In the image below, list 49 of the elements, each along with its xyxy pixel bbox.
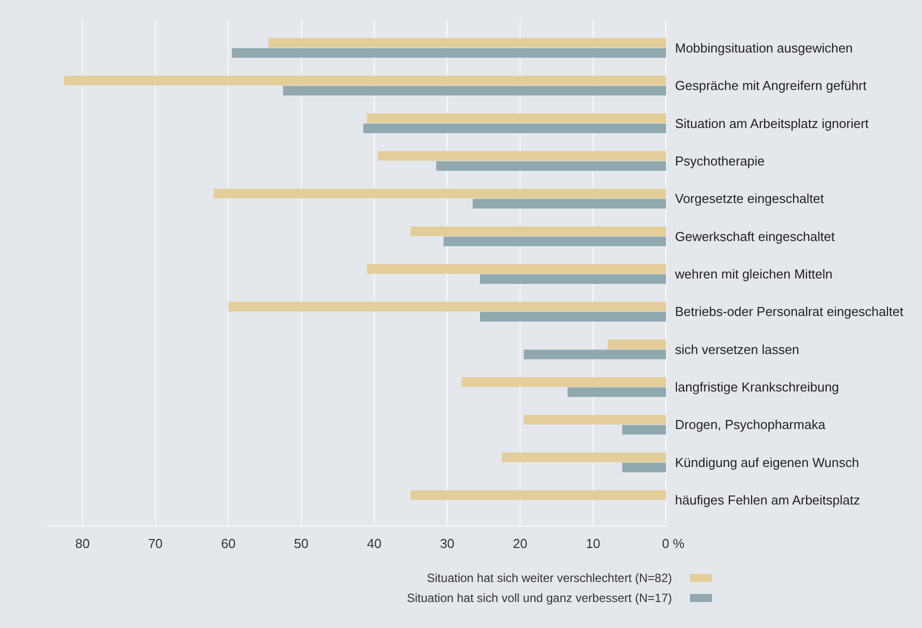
- x-tick-label: 10: [586, 536, 600, 551]
- bar: [524, 350, 666, 360]
- bar: [228, 302, 666, 312]
- bar: [232, 48, 666, 58]
- x-tick-label: 40: [367, 536, 382, 551]
- bar: [214, 188, 666, 198]
- y-tick-label: langfristige Krankschreibung: [675, 380, 840, 395]
- bar: [524, 414, 666, 424]
- legend-label: Situation hat sich voll und ganz verbessert (N=17): [406, 591, 672, 605]
- y-tick-label: sich versetzen lassen: [675, 342, 800, 357]
- bar: [268, 38, 666, 48]
- bar: [568, 387, 666, 397]
- y-tick-label: Drogen, Psychopharmaka: [675, 417, 826, 432]
- bar: [436, 161, 666, 171]
- bar: [283, 86, 666, 96]
- bar: [622, 462, 666, 472]
- bar: [444, 236, 666, 246]
- x-tick-label: 80: [75, 536, 90, 551]
- bar: [472, 198, 666, 208]
- y-tick-label: Psychotherapie: [675, 153, 765, 168]
- y-tick-label: Situation am Arbeitsplatz ignoriert: [675, 116, 870, 131]
- bar: [410, 226, 666, 236]
- bar: [502, 452, 666, 462]
- y-tick-label: wehren mit gleichen Mitteln: [674, 266, 833, 282]
- y-tick-label: Betriebs-oder Personalrat eingeschaltet: [675, 304, 904, 320]
- x-tick-label: 50: [294, 536, 309, 551]
- bar: [480, 312, 666, 322]
- x-tick-label: 60: [221, 536, 236, 551]
- legend-label: Situation hat sich weiter verschlechtert (N=82): [426, 571, 672, 585]
- bar: [378, 151, 666, 161]
- y-tick-label: häufiges Fehlen am Arbeitsplatz: [675, 492, 860, 508]
- x-tick-label: 30: [440, 536, 454, 551]
- bar: [622, 424, 666, 435]
- x-tick-label: 20: [512, 536, 528, 551]
- y-tick-label: Kündigung auf eigenen Wunsch: [675, 454, 860, 470]
- y-tick-label: Mobbingsituation ausgewichen: [675, 40, 853, 56]
- x-tick-label: 0 %: [662, 536, 685, 551]
- y-tick-label: Gewerkschaft eingeschaltet: [675, 228, 836, 244]
- y-tick-label: Vorgesetzte eingeschaltet: [675, 191, 824, 206]
- bar: [462, 377, 666, 387]
- y-tick-label: Gespräche mit Angreifern geführt: [675, 78, 867, 94]
- bar: [608, 340, 666, 350]
- bar: [410, 490, 666, 500]
- bar: [480, 274, 666, 284]
- bar: [363, 124, 666, 134]
- x-tick-label: 70: [148, 536, 163, 551]
- bar: [366, 113, 666, 124]
- bar: [64, 76, 666, 86]
- bar: [366, 264, 666, 274]
